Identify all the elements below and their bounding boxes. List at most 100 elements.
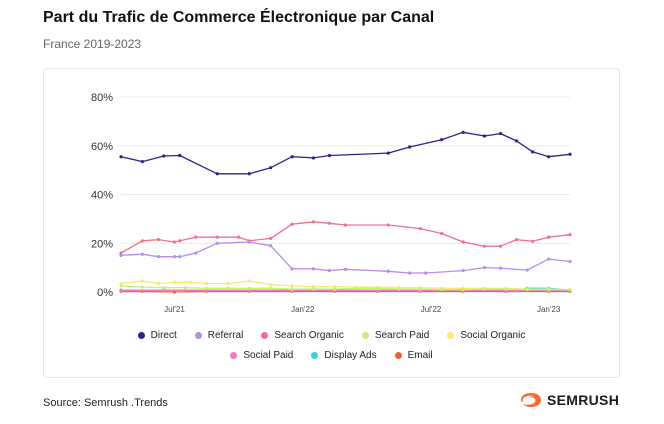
data-point (156, 255, 161, 259)
legend-label: Referral (207, 330, 244, 341)
data-point (119, 251, 123, 255)
data-point (547, 257, 551, 261)
data-point (327, 268, 332, 273)
legend-label: Direct (150, 330, 177, 341)
series-line-referral (120, 241, 571, 274)
data-point (327, 153, 332, 158)
data-point (204, 281, 209, 286)
data-point (397, 287, 401, 291)
data-point (311, 220, 316, 224)
data-point (440, 231, 444, 236)
semrush-logo[interactable]: SEMRUSH (519, 392, 619, 408)
data-point (215, 241, 219, 245)
legend-marker (194, 332, 202, 339)
data-point (498, 131, 503, 136)
legend-marker (394, 352, 402, 359)
legend-item[interactable]: Search Organic (261, 330, 344, 341)
data-point (386, 223, 390, 227)
data-point (188, 280, 193, 284)
legend-label: Social Paid (243, 350, 294, 361)
data-point (172, 240, 177, 244)
data-point (140, 285, 144, 289)
data-point (119, 281, 123, 286)
data-point (269, 166, 273, 170)
legend-marker (261, 332, 269, 339)
legend-item[interactable]: Direct (137, 330, 177, 341)
data-point (333, 285, 337, 289)
data-point (178, 255, 182, 259)
data-point (162, 154, 166, 158)
data-point (568, 233, 572, 237)
data-point (162, 288, 166, 293)
data-point (226, 281, 230, 286)
y-tick-label: 20% (91, 238, 113, 250)
data-point (290, 222, 294, 226)
data-point (290, 287, 294, 291)
data-point (386, 269, 390, 273)
data-point (568, 259, 572, 264)
data-point (461, 268, 465, 273)
data-point (215, 235, 219, 239)
legend-label: Search Organic (274, 330, 344, 341)
chart-subtitle: France 2019-2023 (43, 37, 142, 51)
data-point (375, 288, 380, 293)
data-point (343, 223, 348, 227)
data-point (482, 134, 487, 138)
data-point (461, 240, 465, 244)
data-point (568, 152, 572, 156)
data-point (172, 290, 177, 294)
data-point (311, 287, 316, 291)
data-point (311, 267, 316, 271)
data-point (482, 244, 487, 248)
data-point (162, 286, 166, 290)
data-point (247, 172, 251, 176)
y-tick-label: 80% (91, 92, 113, 104)
legend-item[interactable]: Social Organic (447, 330, 525, 341)
data-point (156, 281, 161, 286)
data-point (140, 239, 144, 243)
data-point (269, 286, 273, 290)
data-point (172, 255, 177, 259)
data-point (290, 284, 294, 288)
legend-item[interactable]: Social Paid (230, 350, 293, 361)
source-note: Source: Semrush .Trends (43, 397, 168, 409)
data-point (290, 155, 294, 159)
data-point (204, 288, 209, 293)
legend-marker (361, 332, 369, 339)
data-point (440, 138, 444, 142)
legend-item[interactable]: Search Paid (361, 330, 429, 341)
data-point (311, 285, 316, 289)
data-point (547, 155, 551, 159)
legend-marker (137, 332, 145, 339)
data-point (498, 244, 503, 248)
legend-item[interactable]: Email (394, 350, 433, 361)
data-point (226, 286, 230, 290)
legend-marker (230, 352, 238, 359)
data-point (311, 156, 316, 160)
data-point (194, 251, 198, 255)
data-point (269, 244, 273, 248)
legend-marker (447, 332, 455, 339)
legend-item[interactable]: Display Ads (311, 350, 377, 361)
data-point (530, 150, 535, 154)
data-point (269, 283, 273, 287)
data-point (178, 153, 182, 158)
data-point (140, 252, 144, 256)
data-point (504, 287, 508, 291)
data-point (178, 239, 182, 243)
data-point (247, 279, 251, 283)
chart-title: Part du Trafic de Commerce Électronique … (43, 9, 435, 26)
data-point (290, 267, 294, 271)
data-point (408, 271, 412, 275)
data-point (375, 286, 380, 290)
data-point (343, 267, 348, 271)
data-point (247, 288, 251, 293)
data-point (119, 155, 123, 159)
data-point (204, 286, 209, 290)
data-point (327, 221, 332, 225)
legend-row-2: Social Paid Display Ads Email (43, 350, 620, 361)
legend-item[interactable]: Referral (194, 330, 244, 341)
x-tick-label: Jan'23 (537, 305, 561, 314)
data-point (547, 235, 551, 239)
data-point (156, 237, 161, 242)
